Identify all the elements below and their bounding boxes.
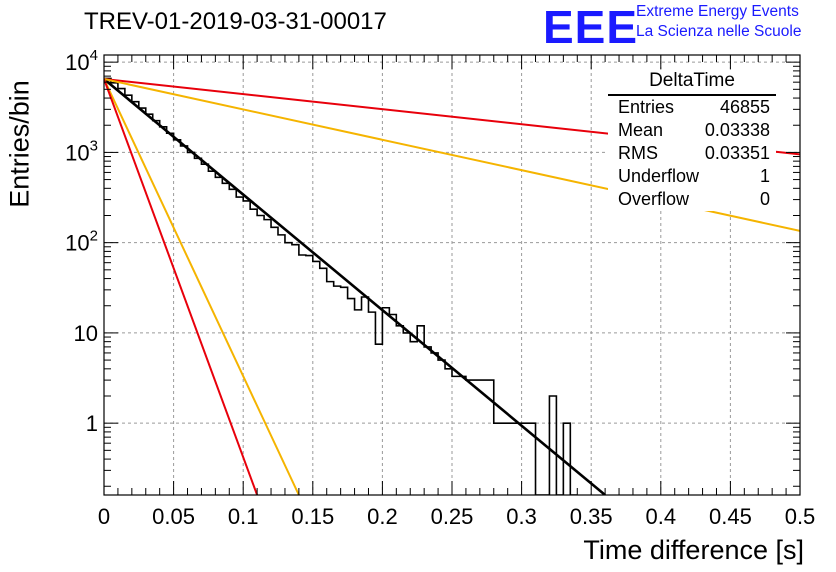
x-tick-label: 0.3 [506,504,537,529]
stats-row: RMS 0.03351 [608,142,776,165]
y-tick-label-base: 10 [65,50,89,75]
x-tick-label: 0.45 [709,504,752,529]
stats-value: 0.03351 [704,143,770,163]
ticks [103,55,801,495]
x-tick-label: 0 [98,504,110,529]
series-line-4 [104,78,259,495]
eee-logo: EEE [543,1,639,53]
x-tick-label: 0.1 [228,504,259,529]
series-line-0 [104,78,606,495]
stats-key: Overflow [618,189,690,209]
y-tick-label-exponent: 3 [90,137,98,154]
series-line-3 [104,78,300,495]
stats-value: 0.03338 [704,120,770,140]
y-tick-label: 1 [86,411,98,436]
x-tick-label: 0.35 [570,504,613,529]
x-tick-label: 0.15 [291,504,334,529]
y-axis-label: Entries/bin [4,80,35,208]
y-tick-label-exponent: 4 [90,47,98,64]
y-tick-label-base: 10 [65,140,89,165]
stats-row: Underflow 1 [608,165,776,188]
stats-row: Overflow 0 [608,188,776,211]
y-tick-label: 102 [65,228,98,256]
x-axis-label: Time difference [s] [583,535,804,565]
stats-row: Entries 46855 [608,96,776,119]
y-tick-label-base: 10 [65,231,89,256]
logo-line-1: Extreme Energy Events [636,3,799,20]
x-tick-label: 0.25 [431,504,474,529]
stats-key: RMS [618,143,658,163]
x-tick-label: 0.05 [152,504,195,529]
y-axis-label-wrap: Entries/bin [4,80,36,208]
stats-value: 1 [759,166,770,186]
logo-line-2: La Scienza nelle Scuole [636,23,802,40]
x-tick-label: 0.4 [646,504,677,529]
stats-key: Underflow [618,166,700,186]
stats-key: Entries [618,97,675,117]
y-tick-label: 104 [65,47,98,75]
x-tick-label: 0.2 [367,504,398,529]
stats-value: 46855 [719,97,770,117]
stats-row: Mean 0.03338 [608,119,776,142]
y-tick-label: 103 [65,137,98,165]
chart-title: TREV-01-2019-03-31-00017 [84,8,387,35]
y-tick-label: 10 [74,321,98,346]
stats-box: DeltaTime Entries 46855 Mean 0.03338 RMS 0.… [608,70,776,211]
stats-key: Mean [618,120,664,140]
y-tick-label-exponent: 2 [90,228,98,245]
stats-value: 0 [759,189,770,209]
x-tick-label: 0.5 [785,504,816,529]
stats-title: DeltaTime [608,70,776,96]
